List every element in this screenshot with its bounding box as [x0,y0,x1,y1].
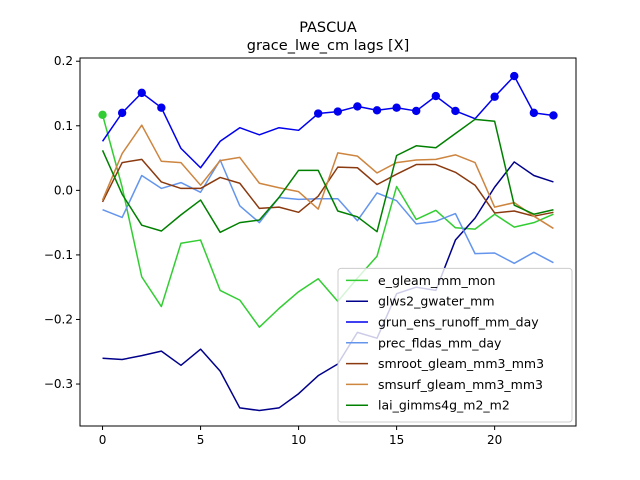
data-point [451,106,460,116]
legend-item: e_gleam_mm_mon [346,273,495,288]
data-point [510,71,519,81]
x-tick-label: 15 [389,433,404,447]
series-lai_gimms4g_m2_m2 [101,118,554,234]
legend-label: glws2_gwater_mm [378,294,495,309]
data-point [353,102,362,111]
x-axis: 0 5 10 15 20 [99,426,502,447]
y-tick-label: −0.1 [44,248,73,262]
legend-item: prec_fldas_mm_day [346,335,502,350]
data-point [490,92,499,101]
y-tick-label: 0.2 [54,54,73,68]
data-point [372,106,382,115]
legend-label: e_gleam_mm_mon [378,273,495,288]
data-point [392,103,401,112]
y-tick-label: −0.3 [44,377,73,391]
series-line [101,114,554,328]
x-tick-label: 10 [291,433,306,447]
x-tick-label: 5 [197,433,205,447]
legend-item: glws2_gwater_mm [346,294,495,309]
series-line [102,161,554,412]
axes-frame [79,57,577,427]
y-axis: −0.3 −0.2 −0.1 0.0 0.1 0.2 [44,54,80,391]
legend: e_gleam_mm_mon glws2_gwater_mm grun_ens_ru… [337,267,573,423]
legend-label: smroot_gleam_mm3_mm3 [378,356,544,371]
data-point [549,111,558,120]
data-point [157,103,166,112]
legend-item: smroot_gleam_mm3_mm3 [346,356,544,371]
y-tick-label: 0.1 [54,119,73,133]
series-line [102,159,554,265]
chart-subtitle: grace_lwe_cm lags [X] [247,38,410,54]
data-point [431,91,441,101]
legend-label: prec_fldas_mm_day [378,335,502,350]
legend-item: smsurf_gleam_mm3_mm3 [346,377,543,392]
data-point [117,108,127,118]
x-tick-label: 20 [487,433,502,447]
legend-label: lai_gimms4g_m2_m2 [378,398,510,413]
y-tick-label: −0.2 [44,312,73,326]
series-grun_ens_runoff_mm_day [101,71,558,169]
series-prec_fldas_mm_day [102,159,554,265]
legend-label: grun_ens_runoff_mm_day [378,315,539,330]
data-point [412,106,421,116]
series-e_gleam_mm_mon [98,110,554,328]
legend-label: smsurf_gleam_mm3_mm3 [378,377,543,392]
chart-title: PASCUA [299,20,357,36]
series-layer [98,71,558,412]
legend-item: grun_ens_runoff_mm_day [346,315,539,330]
series-line [101,118,554,234]
legend-item: lai_gimms4g_m2_m2 [346,398,510,413]
series-line [101,124,554,230]
data-point [98,110,107,120]
series-glws2_gwater_mm [102,161,554,412]
x-tick-label: 0 [99,433,107,447]
series-smsurf_gleam_mm3_mm3 [101,124,554,230]
legend-box [337,267,573,423]
data-point [529,108,539,118]
data-point [333,107,343,116]
y-tick-label: 0.0 [54,183,73,197]
series-line [101,75,554,169]
data-point [313,109,323,118]
data-point [137,88,146,98]
